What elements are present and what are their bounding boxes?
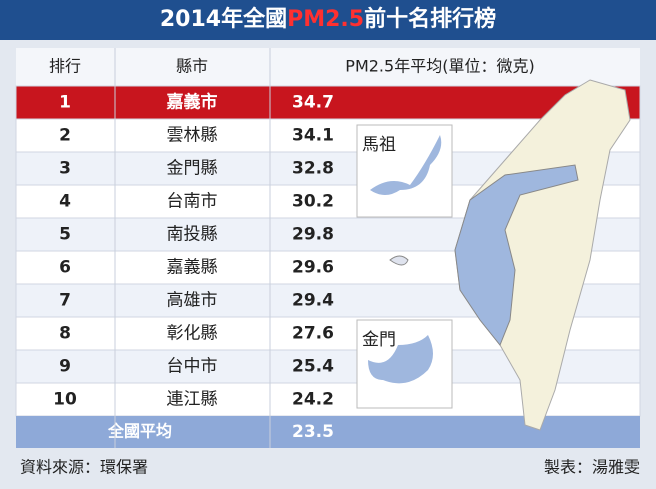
title-part: 2014年全國 <box>160 6 287 32</box>
pm-value: 29.8 <box>292 225 334 245</box>
county: 嘉義市 <box>166 92 218 113</box>
pm-value: 34.1 <box>292 126 334 146</box>
rank: 8 <box>59 324 71 344</box>
pm-value: 32.8 <box>292 159 334 179</box>
spacer <box>0 40 656 48</box>
pm-value: 29.6 <box>292 258 334 278</box>
pm-value: 24.2 <box>292 390 334 410</box>
rank: 10 <box>53 390 77 410</box>
title-bar <box>0 0 656 40</box>
summary-label: 全國平均 <box>107 422 172 441</box>
inset-label: 馬祖 <box>362 135 396 155</box>
rank: 3 <box>59 159 71 179</box>
highlight-row <box>15 85 641 120</box>
county: 連江縣 <box>167 390 218 410</box>
matsu-shape <box>370 135 442 195</box>
title-part: PM2.5 <box>287 7 364 32</box>
credit: 製表：湯雅雯 <box>544 458 640 477</box>
summary-value: 23.5 <box>292 422 334 442</box>
county: 南投縣 <box>167 225 218 245</box>
title-text: 2014年全國PM2.5前十名排行榜 <box>160 6 496 32</box>
kinmen-shape <box>368 335 433 384</box>
penghu <box>389 255 409 266</box>
title-part: 前十名排行榜 <box>364 6 496 32</box>
taiwan-west <box>454 164 579 346</box>
rank: 1 <box>59 93 71 113</box>
county: 金門縣 <box>167 159 218 179</box>
inset-box <box>356 124 453 218</box>
pm-value: 34.7 <box>292 93 334 113</box>
county: 雲林縣 <box>167 126 218 146</box>
rank: 6 <box>59 258 71 278</box>
pm-value: 25.4 <box>292 357 334 377</box>
county: 台南市 <box>167 192 218 212</box>
rank: 4 <box>59 192 71 212</box>
pm-value: 29.4 <box>292 291 334 311</box>
rank: 9 <box>59 357 71 377</box>
county: 嘉義縣 <box>167 258 218 278</box>
inset-label: 金門 <box>362 330 396 350</box>
county: 台中市 <box>167 357 218 377</box>
pm-value: 27.6 <box>292 324 334 344</box>
rank: 2 <box>59 126 71 146</box>
county: 高雄市 <box>167 291 218 311</box>
column-header: 排行 <box>49 57 81 76</box>
map: 馬祖 金門 <box>356 79 631 431</box>
title: 2014年全國PM2.5前十名排行榜 <box>160 6 496 32</box>
header-row <box>16 48 640 86</box>
rank: 7 <box>59 291 71 311</box>
footer: 資料來源：環保署 製表：湯雅雯 <box>20 458 640 477</box>
source: 資料來源：環保署 <box>20 458 148 477</box>
column-header: PM2.5年平均(單位：微克) <box>345 57 534 76</box>
rank: 5 <box>59 225 71 245</box>
column-header: 縣市 <box>176 57 208 76</box>
county: 彰化縣 <box>167 324 218 344</box>
pm-value: 30.2 <box>292 192 334 212</box>
